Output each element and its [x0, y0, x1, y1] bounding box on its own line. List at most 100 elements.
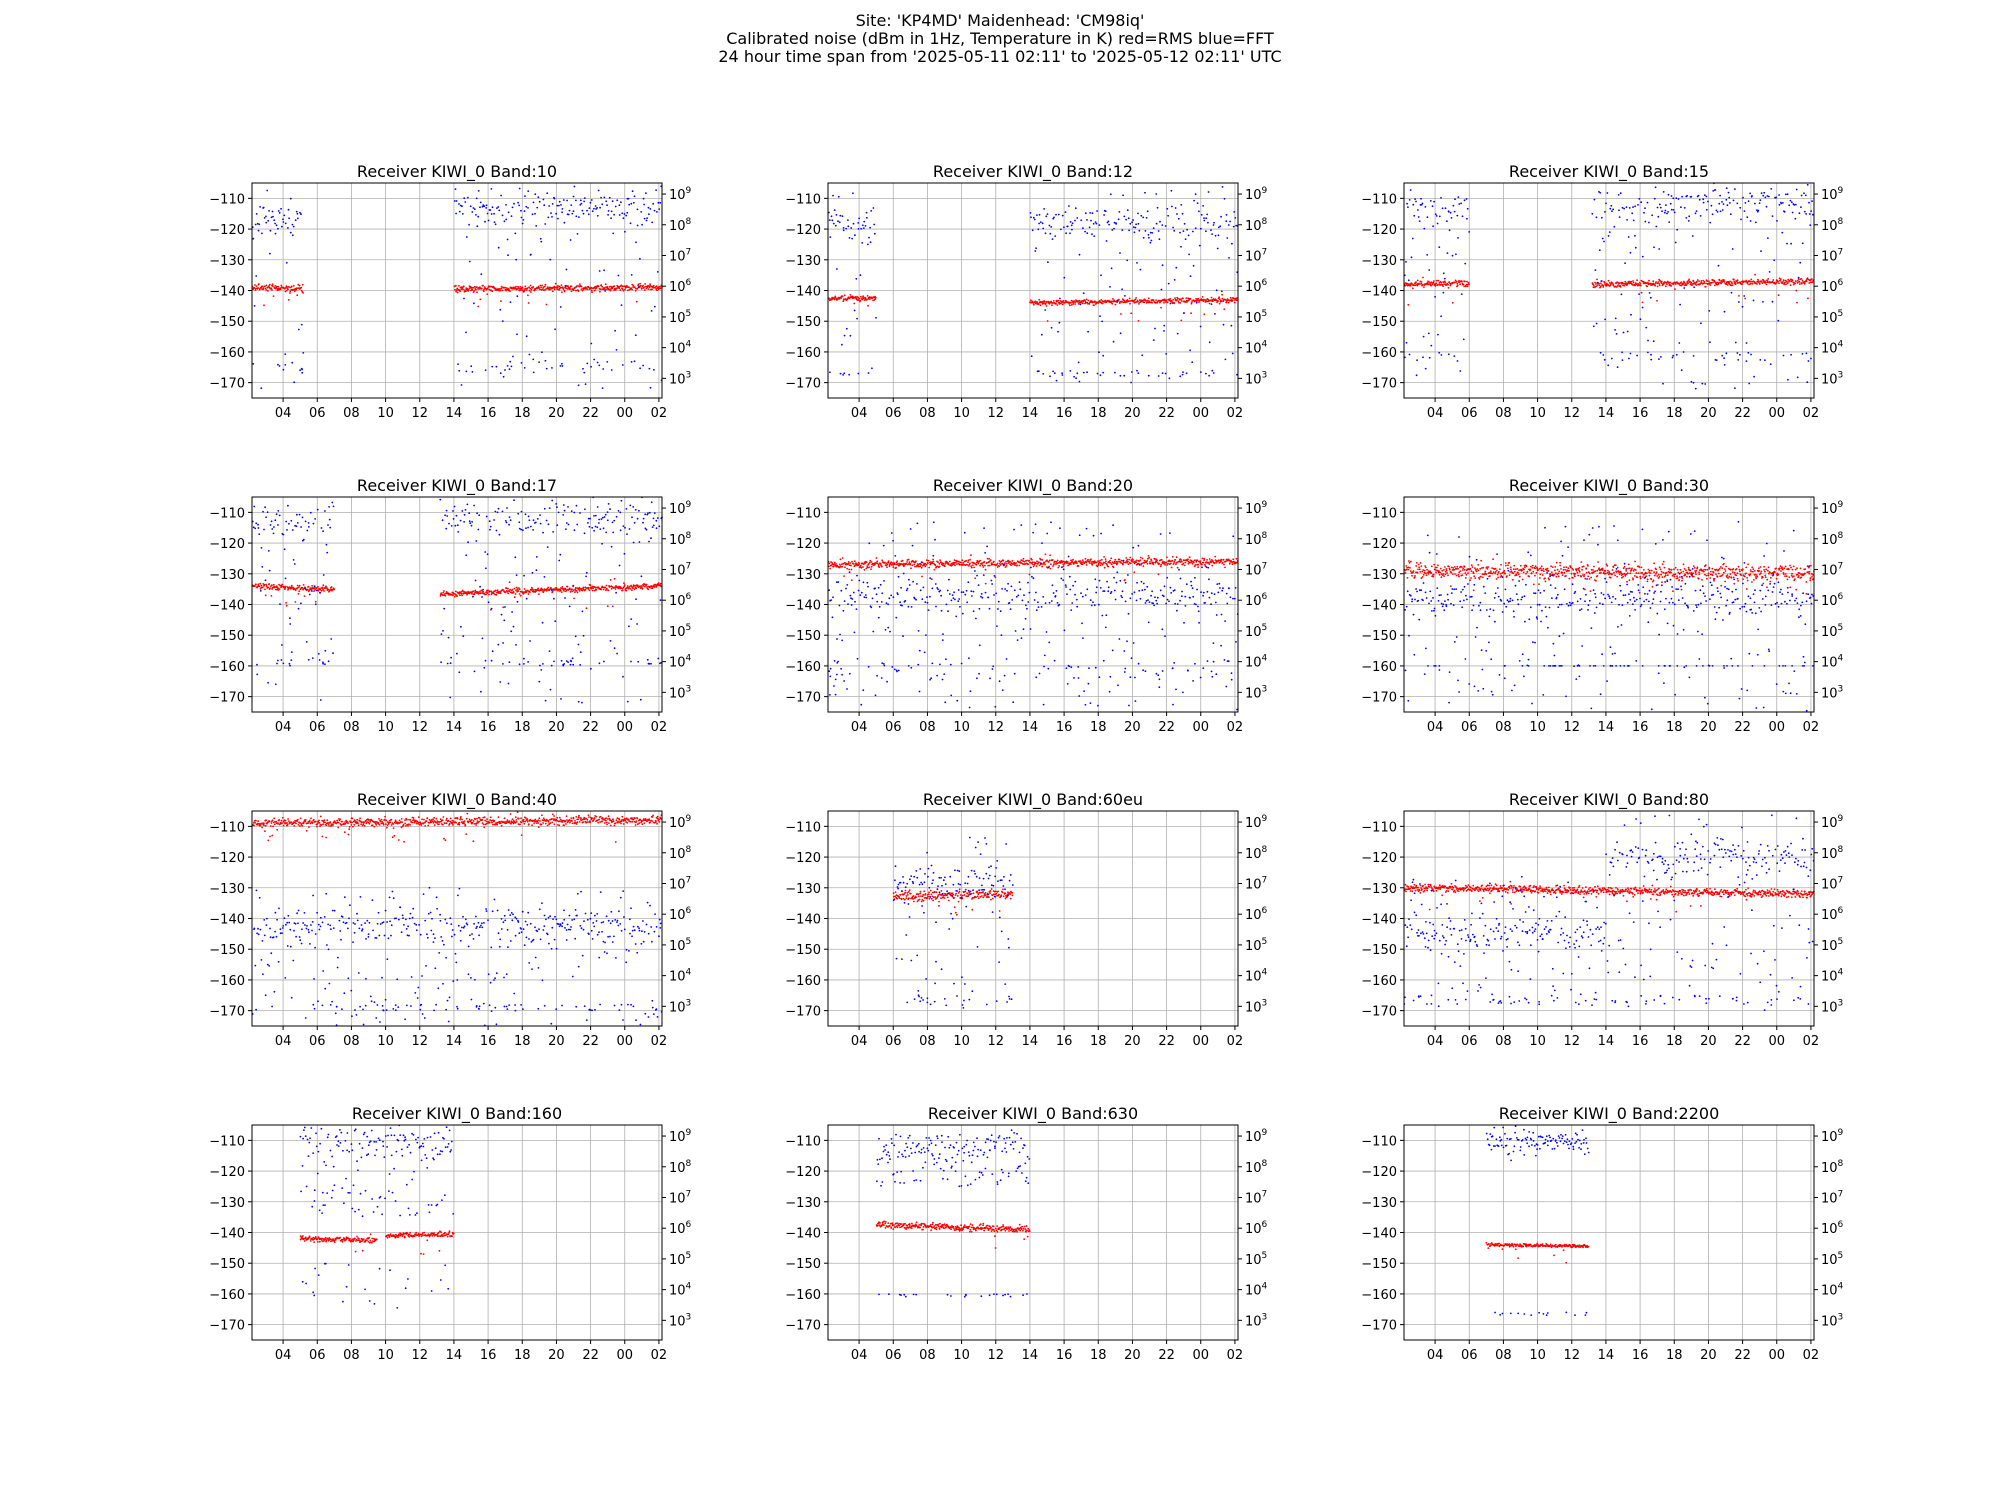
rms-point: [289, 290, 292, 293]
rms-point: [1465, 285, 1467, 288]
rms-point: [257, 287, 260, 289]
fft-point: [1599, 351, 1602, 354]
fft-point: [1640, 201, 1643, 204]
fft-point: [548, 205, 551, 207]
fft-point: [278, 365, 281, 367]
fft-point: [602, 527, 605, 530]
rms-point: [566, 585, 569, 588]
fft-point: [1740, 218, 1742, 221]
fft-point: [504, 369, 506, 371]
fft-point: [617, 274, 620, 277]
rms-point: [928, 566, 931, 569]
fft-point: [1138, 229, 1141, 232]
fft-point: [572, 663, 575, 666]
rms-point: [270, 287, 273, 290]
fft-point: [658, 208, 661, 211]
fft-point: [530, 253, 532, 256]
rms-point: [267, 290, 269, 292]
rms-point: [1062, 300, 1065, 302]
x-tick-label: 06: [309, 406, 326, 421]
fft-point: [314, 518, 316, 520]
rms-point: [504, 591, 507, 594]
fft-point: [868, 542, 871, 545]
rms-point: [508, 590, 511, 593]
suptitle-line-1: Site: 'KP4MD' Maidenhead: 'CM98iq': [855, 11, 1145, 30]
fft-point: [561, 362, 563, 365]
rms-point: [1124, 561, 1127, 564]
fft-point: [1781, 231, 1784, 234]
y2-tick-label: 109: [669, 186, 692, 203]
rms-point: [1139, 559, 1142, 561]
fft-point: [1468, 231, 1471, 233]
rms-point: [627, 289, 629, 292]
fft-point: [1405, 341, 1408, 344]
fft-point: [656, 517, 659, 519]
rms-point: [574, 591, 576, 594]
fft-point: [1173, 229, 1176, 232]
fft-point: [892, 596, 895, 598]
rms-point: [981, 564, 984, 567]
fft-point: [1618, 209, 1620, 212]
fft-point: [583, 200, 585, 203]
rms-point: [965, 559, 968, 562]
fft-point: [1137, 222, 1140, 225]
rms-point: [522, 592, 525, 595]
rms-point: [1698, 280, 1700, 282]
fft-point: [1051, 238, 1054, 241]
rms-point: [1734, 281, 1736, 284]
fft-point: [1030, 216, 1032, 219]
rms-point: [541, 288, 544, 291]
fft-point: [618, 204, 621, 207]
rms-point: [870, 566, 873, 568]
fft-point: [1032, 216, 1035, 219]
x-tick-label: 08: [343, 406, 360, 421]
rms-point: [264, 594, 267, 597]
fft-point: [1805, 213, 1807, 215]
fft-point: [647, 206, 650, 209]
rms-point: [528, 286, 530, 289]
fft-point: [1726, 204, 1729, 207]
fft-point: [604, 513, 607, 516]
rms-point: [1757, 280, 1760, 283]
fft-point: [550, 212, 552, 215]
fft-point: [299, 369, 301, 372]
fft-point: [916, 522, 919, 525]
fft-point: [1717, 264, 1720, 267]
fft-point: [606, 204, 608, 207]
fft-point: [987, 596, 990, 599]
y-tick-label: −130: [209, 568, 245, 583]
fft-point: [307, 526, 310, 528]
fft-point: [475, 197, 478, 200]
rms-point: [1712, 281, 1714, 284]
fft-point: [1061, 214, 1064, 217]
fft-point: [331, 501, 334, 504]
fft-point: [543, 576, 546, 578]
fft-point: [978, 644, 981, 647]
rms-point: [456, 291, 459, 294]
fft-point: [516, 333, 518, 336]
rms-point: [1233, 297, 1235, 300]
fft-point: [1463, 199, 1466, 202]
fft-point: [1655, 225, 1658, 228]
fft-point: [1182, 371, 1184, 373]
rms-point: [303, 595, 306, 597]
fft-point: [944, 701, 947, 704]
rms-point: [843, 294, 846, 297]
fft-point: [598, 522, 600, 524]
rms-point: [1057, 299, 1060, 302]
fft-point: [1795, 188, 1798, 191]
x-tick-label: 12: [987, 406, 1004, 421]
fft-point: [522, 219, 525, 221]
fft-point: [317, 652, 320, 655]
fft-point: [1762, 194, 1765, 197]
fft-point: [319, 591, 321, 594]
rms-point: [1018, 564, 1021, 567]
y2-tick-label: 104: [1245, 340, 1268, 357]
fft-point: [832, 222, 835, 225]
fft-point: [1638, 198, 1641, 200]
fft-point: [489, 528, 491, 531]
fft-point: [613, 213, 615, 216]
fft-point: [1036, 214, 1038, 217]
fft-point: [593, 358, 595, 361]
fft-point: [551, 499, 554, 502]
